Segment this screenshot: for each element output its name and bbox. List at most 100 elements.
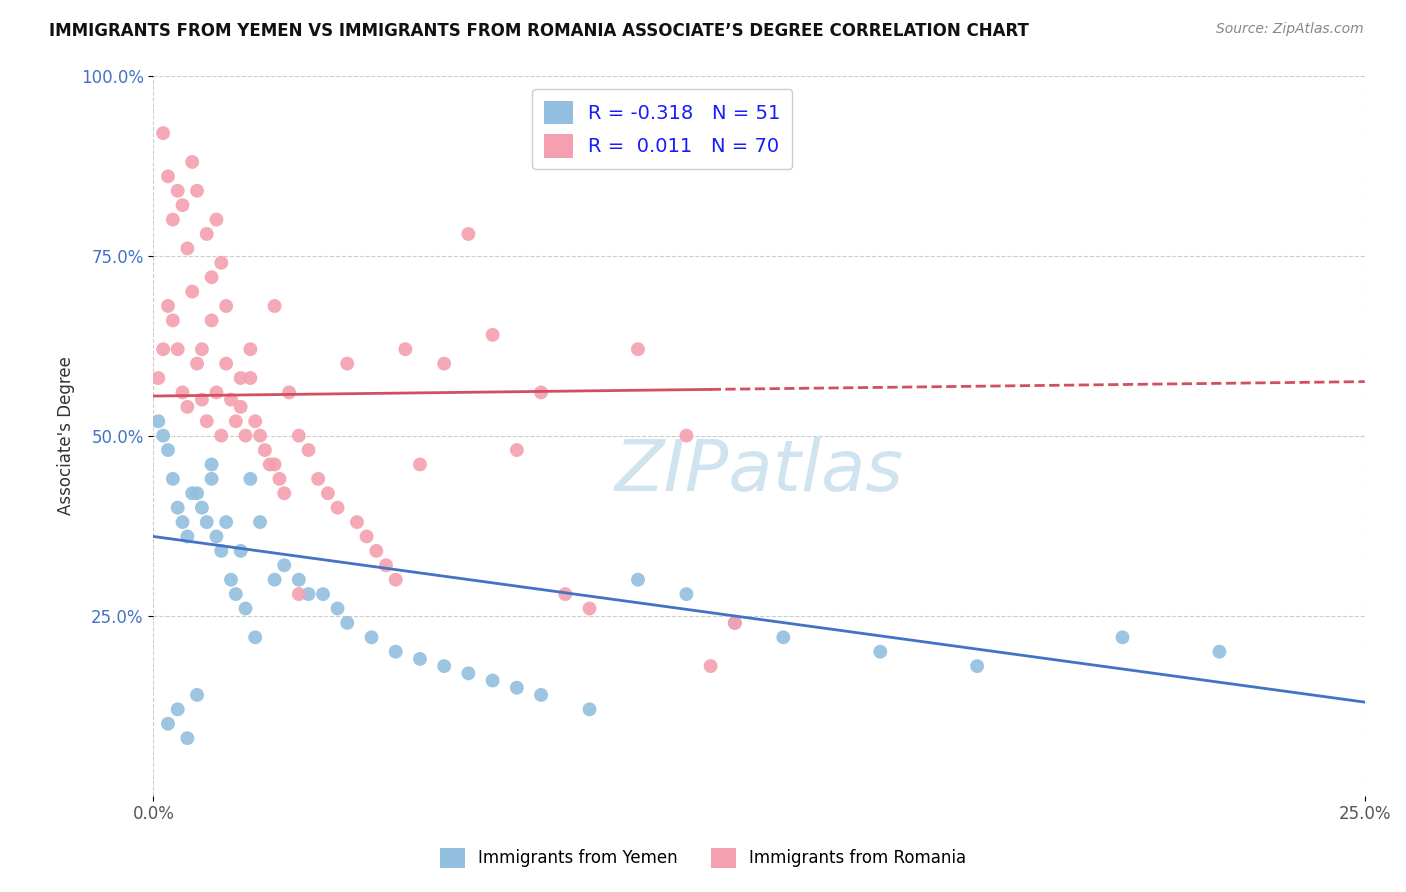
Point [506,443,529,458]
Point [209,544,232,558]
Point [724,615,747,630]
Point [215,357,238,371]
Point [200,458,222,472]
Point [219,573,242,587]
Point [245,630,267,644]
Point [235,428,257,442]
Point [245,414,267,428]
Point [263,299,285,313]
Point [152,126,174,140]
Point [578,601,600,615]
Point [181,155,204,169]
Point [239,371,262,385]
Point [869,645,891,659]
Point [288,573,311,587]
Point [195,515,218,529]
Point [366,544,388,558]
Point [239,472,262,486]
Point [273,486,295,500]
Point [297,587,319,601]
Point [375,558,398,573]
Point [326,601,349,615]
Point [966,659,988,673]
Point [724,615,747,630]
Point [269,472,291,486]
Point [186,688,208,702]
Point [297,443,319,458]
Point [209,428,232,442]
Point [191,342,214,356]
Point [195,414,218,428]
Point [172,515,194,529]
Point [186,357,208,371]
Point [162,313,184,327]
Point [336,357,359,371]
Point [162,212,184,227]
Point [312,587,335,601]
Point [481,327,503,342]
Point [166,702,188,716]
Point [288,587,311,601]
Point [229,371,252,385]
Point [219,392,242,407]
Point [239,342,262,356]
Point [326,500,349,515]
Point [253,443,276,458]
Point [200,313,222,327]
Point [457,227,479,241]
Point [356,529,378,543]
Point [152,428,174,442]
Point [346,515,368,529]
Point [316,486,339,500]
Point [191,500,214,515]
Point [195,227,218,241]
Point [166,500,188,515]
Point [409,652,432,666]
Point [156,299,179,313]
Point [1208,645,1230,659]
Point [176,400,198,414]
Point [263,458,285,472]
Point [209,256,232,270]
Point [172,198,194,212]
Point [394,342,416,356]
Point [278,385,301,400]
Point [481,673,503,688]
Point [205,529,228,543]
Point [457,666,479,681]
Point [506,681,529,695]
Point [176,731,198,746]
Point [148,414,170,428]
Point [205,212,228,227]
Legend: Immigrants from Yemen, Immigrants from Romania: Immigrants from Yemen, Immigrants from R… [433,841,973,875]
Point [156,716,179,731]
Point [172,385,194,400]
Point [166,184,188,198]
Point [186,486,208,500]
Point [675,587,697,601]
Point [675,428,697,442]
Y-axis label: Associate's Degree: Associate's Degree [58,356,75,515]
Point [772,630,794,644]
Point [360,630,382,644]
Point [273,558,295,573]
Point [409,458,432,472]
Point [215,515,238,529]
Point [530,688,553,702]
Point [259,458,281,472]
Point [200,270,222,285]
Point [156,443,179,458]
Legend: R = -0.318   N = 51, R =  0.011   N = 70: R = -0.318 N = 51, R = 0.011 N = 70 [531,89,793,169]
Point [162,472,184,486]
Point [578,702,600,716]
Point [176,529,198,543]
Text: ZIPatlas: ZIPatlas [614,437,904,506]
Point [627,573,650,587]
Text: IMMIGRANTS FROM YEMEN VS IMMIGRANTS FROM ROMANIA ASSOCIATE’S DEGREE CORRELATION : IMMIGRANTS FROM YEMEN VS IMMIGRANTS FROM… [49,22,1029,40]
Point [530,385,553,400]
Point [225,587,247,601]
Point [156,169,179,184]
Point [215,299,238,313]
Point [384,645,406,659]
Point [263,573,285,587]
